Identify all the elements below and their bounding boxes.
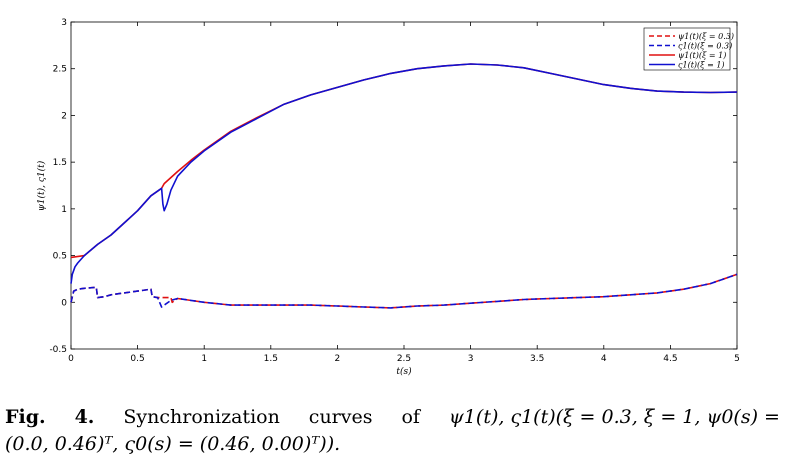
y-tick-label: 0.5 — [53, 252, 67, 262]
caption-line-2: (0.0, 0.46)ᵀ, ς0(s) = (0.46, 0.00)ᵀ)). — [5, 433, 341, 455]
caption-word-1: Synchronization — [123, 406, 280, 428]
x-tick-label: 2 — [335, 354, 341, 364]
x-tick-label: 0 — [68, 354, 74, 364]
caption-word-3: of — [401, 406, 420, 428]
plot-area: 0 0.5 1 1.5 2 2.5 3 3.5 4 4.5 5-0.500.511.522.53 — [49, 18, 739, 364]
axis-ticks: 0 0.5 1 1.5 2 2.5 3 3.5 4 4.5 5-0.500.511.522.53 — [49, 18, 739, 364]
series-line — [70, 273, 738, 309]
x-tick-label: 1.5 — [264, 354, 278, 364]
legend-box — [643, 27, 731, 71]
caption-fig-label: Fig. — [5, 406, 46, 428]
caption-math-1: ψ1(t), ς1(t)(ξ = 0.3, ξ = 1, ψ0(s) = — [448, 406, 780, 428]
x-tick-label: 2.5 — [397, 354, 411, 364]
caption-line-1: Fig. 4. Synchronization curves of ψ1(t),… — [5, 404, 780, 431]
series-line — [70, 63, 738, 259]
legend-label: ψ1(t)(ξ = 0.3) — [678, 32, 734, 41]
x-tick-label: 4.5 — [663, 354, 677, 364]
y-tick-label: -0.5 — [49, 345, 67, 355]
y-tick-label: 0 — [61, 298, 67, 308]
figure-caption: Fig. 4. Synchronization curves of ψ1(t),… — [5, 404, 780, 458]
legend: ψ1(t)(ξ = 0.3)ς1(t)(ξ = 0.3)ψ1(t)(ξ = 1)… — [643, 27, 734, 71]
x-tick-label: 4 — [601, 354, 607, 364]
caption-word-2: curves — [308, 406, 373, 428]
legend-label: ς1(t)(ξ = 1) — [678, 61, 725, 70]
x-tick-label: 5 — [734, 354, 740, 364]
y-tick-label: 1 — [61, 205, 67, 215]
x-tick-label: 1 — [201, 354, 207, 364]
x-tick-label: 3 — [468, 354, 474, 364]
x-tick-label: 0.5 — [130, 354, 144, 364]
series-group — [70, 63, 738, 309]
y-tick-label: 2 — [61, 111, 67, 121]
legend-label: ς1(t)(ξ = 0.3) — [678, 42, 732, 51]
chart: 0 0.5 1 1.5 2 2.5 3 3.5 4 4.5 5-0.500.511.522.53 t… — [36, 18, 740, 377]
series-line — [70, 63, 738, 284]
caption-fig-number: 4. — [74, 406, 95, 428]
series-line — [70, 273, 738, 309]
x-tick-label: 3.5 — [530, 354, 544, 364]
y-tick-label: 3 — [61, 18, 67, 28]
y-tick-label: 2.5 — [53, 65, 67, 75]
y-axis-label: ψ1(t), ς1(t) — [36, 160, 47, 211]
y-tick-label: 1.5 — [53, 158, 67, 168]
x-axis-label: t(s) — [396, 366, 412, 377]
legend-label: ψ1(t)(ξ = 1) — [678, 51, 726, 60]
